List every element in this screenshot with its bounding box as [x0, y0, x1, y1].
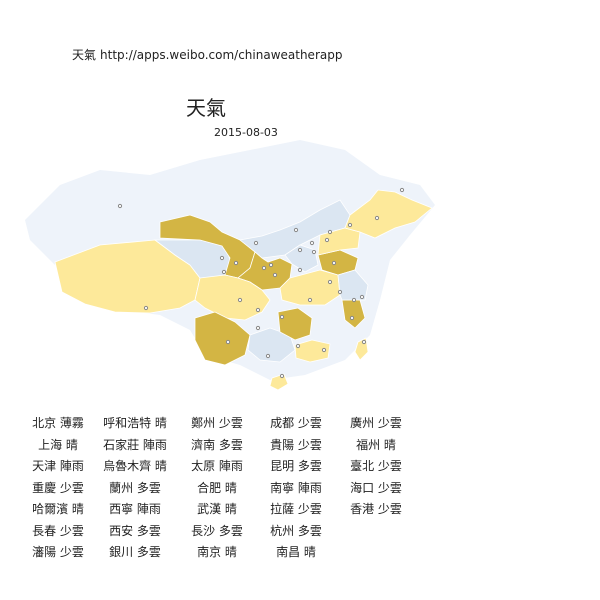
city-marker[interactable] [309, 240, 315, 246]
region-central-east [279, 269, 341, 306]
city-weather-label: 天津 陣雨 [32, 459, 84, 473]
city-marker[interactable] [327, 229, 333, 235]
city-marker[interactable] [261, 265, 267, 271]
city-weather-label: 成都 少雲 [270, 416, 322, 430]
region-sichuan [194, 274, 271, 321]
city-weather-label: 香港 少雲 [350, 502, 402, 516]
city-marker[interactable] [347, 222, 353, 228]
city-marker[interactable] [253, 240, 259, 246]
map-date: 2015-08-03 [214, 126, 278, 139]
city-marker[interactable] [272, 272, 278, 278]
city-marker[interactable] [255, 307, 261, 313]
city-weather-label: 武漢 晴 [197, 502, 237, 516]
city-marker[interactable] [143, 305, 149, 311]
city-marker[interactable] [117, 203, 123, 209]
city-marker[interactable] [351, 297, 357, 303]
city-weather-label: 昆明 多雲 [270, 459, 322, 473]
city-marker[interactable] [225, 339, 231, 345]
city-weather-label: 哈爾濱 晴 [32, 502, 84, 516]
city-marker[interactable] [321, 347, 327, 353]
city-marker[interactable] [255, 325, 261, 331]
city-marker[interactable] [295, 343, 301, 349]
region-guangdong [294, 339, 331, 363]
map-title: 天氣 [186, 96, 226, 120]
city-weather-label: 長春 少雲 [32, 523, 84, 538]
region-yunnan [194, 311, 251, 366]
city-marker[interactable] [233, 260, 239, 266]
city-marker[interactable] [359, 294, 365, 300]
city-weather-label: 銀川 多雲 [109, 545, 161, 559]
city-markers [117, 187, 405, 379]
city-marker[interactable] [297, 247, 303, 253]
city-weather-label: 呼和浩特 晴 [103, 416, 167, 430]
city-weather-label: 拉薩 少雲 [270, 502, 322, 516]
city-marker[interactable] [331, 260, 337, 266]
city-marker[interactable] [268, 262, 274, 268]
city-marker[interactable] [361, 339, 367, 345]
city-weather-label: 貴陽 少雲 [270, 437, 322, 452]
city-weather-label: 杭州 多雲 [270, 523, 322, 538]
city-marker[interactable] [399, 187, 405, 193]
city-weather-label: 廣州 少雲 [350, 416, 402, 430]
city-weather-label: 蘭州 多雲 [109, 480, 161, 495]
city-weather-label: 長沙 多雲 [191, 523, 243, 538]
city-weather-label: 臺北 少雲 [350, 459, 402, 473]
city-weather-label: 重慶 少雲 [32, 480, 84, 495]
source-app-name: 天氣 [72, 48, 97, 62]
city-marker[interactable] [349, 315, 355, 321]
city-marker[interactable] [221, 269, 227, 275]
region-northeast [344, 189, 433, 239]
region-east-coast [337, 269, 369, 301]
source-url[interactable]: http://apps.weibo.com/chinaweatherapp [100, 48, 343, 62]
city-weather-label: 鄭州 少雲 [191, 416, 243, 430]
city-weather-label: 南寧 陣雨 [270, 480, 322, 495]
city-marker[interactable] [337, 289, 343, 295]
region-hunan [277, 307, 313, 341]
city-weather-label: 瀋陽 少雲 [32, 545, 84, 559]
city-weather-label: 南昌 晴 [276, 545, 316, 559]
city-weather-label: 西安 多雲 [109, 523, 161, 538]
city-weather-label: 福州 晴 [356, 437, 396, 452]
region-guangxi [247, 327, 296, 363]
city-weather-label: 石家莊 陣雨 [103, 437, 167, 452]
city-weather-label: 北京 薄霧 [32, 416, 84, 430]
city-weather-label: 合肥 晴 [197, 480, 237, 495]
city-weather-label: 上海 晴 [38, 437, 78, 452]
city-marker[interactable] [311, 249, 317, 255]
city-marker[interactable] [324, 237, 330, 243]
china-weather-map [25, 140, 435, 391]
city-marker[interactable] [279, 373, 285, 379]
region-shanxi [284, 244, 319, 273]
city-weather-label: 濟南 多雲 [191, 437, 243, 452]
city-weather-label: 太原 陣雨 [191, 459, 243, 473]
city-marker[interactable] [297, 267, 303, 273]
source-line: 天氣 http://apps.weibo.com/chinaweatherapp [72, 46, 346, 63]
city-marker[interactable] [374, 215, 380, 221]
city-marker[interactable] [265, 353, 271, 359]
city-marker[interactable] [237, 297, 243, 303]
city-marker[interactable] [307, 297, 313, 303]
city-weather-label: 西寧 陣雨 [109, 502, 161, 516]
city-marker[interactable] [279, 314, 285, 320]
city-marker[interactable] [219, 255, 225, 261]
city-weather-label: 南京 晴 [197, 545, 237, 559]
city-marker[interactable] [327, 279, 333, 285]
city-marker[interactable] [293, 227, 299, 233]
city-weather-label: 烏魯木齊 晴 [103, 459, 167, 473]
city-weather-label: 海口 少雲 [350, 480, 402, 495]
